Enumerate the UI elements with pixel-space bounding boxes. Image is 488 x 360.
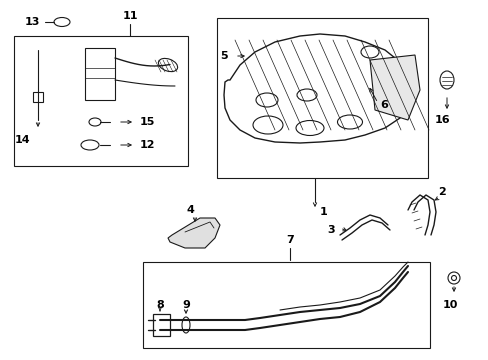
Ellipse shape	[337, 115, 362, 129]
Text: 7: 7	[285, 235, 293, 245]
Text: 11: 11	[122, 11, 138, 21]
Text: 16: 16	[434, 115, 450, 125]
Text: 10: 10	[442, 300, 457, 310]
Ellipse shape	[54, 18, 70, 27]
Polygon shape	[168, 218, 220, 248]
Polygon shape	[33, 92, 43, 102]
Text: 4: 4	[185, 205, 194, 215]
Ellipse shape	[450, 275, 456, 280]
Text: 9: 9	[182, 300, 189, 310]
Ellipse shape	[296, 89, 316, 101]
Ellipse shape	[447, 272, 459, 284]
Text: 14: 14	[14, 135, 30, 145]
Polygon shape	[153, 314, 170, 336]
Text: 3: 3	[326, 225, 334, 235]
Text: 15: 15	[140, 117, 155, 127]
Ellipse shape	[182, 317, 190, 333]
Ellipse shape	[256, 93, 278, 107]
Text: 2: 2	[437, 187, 445, 197]
Ellipse shape	[439, 71, 453, 89]
Text: 8: 8	[156, 300, 163, 310]
Polygon shape	[369, 55, 419, 120]
Ellipse shape	[81, 140, 99, 150]
Bar	[217, 18, 427, 178]
Ellipse shape	[158, 58, 177, 72]
Text: 6: 6	[379, 100, 387, 110]
Text: 1: 1	[319, 207, 327, 217]
Text: 12: 12	[140, 140, 155, 150]
Bar	[142, 262, 429, 348]
Polygon shape	[85, 48, 115, 100]
Polygon shape	[224, 34, 414, 143]
Ellipse shape	[252, 116, 283, 134]
Ellipse shape	[295, 121, 324, 135]
Ellipse shape	[360, 46, 378, 58]
Text: 13: 13	[25, 17, 41, 27]
Bar	[14, 36, 187, 166]
Text: 5: 5	[220, 51, 227, 61]
Ellipse shape	[89, 118, 101, 126]
